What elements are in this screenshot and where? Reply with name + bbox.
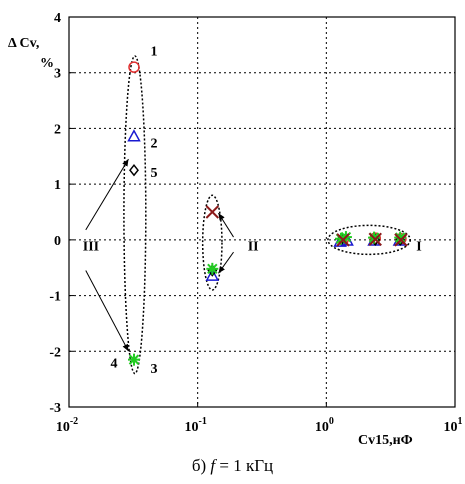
data-point-star: [206, 262, 219, 275]
annotation-arrow: [85, 270, 129, 352]
x-tick-label: 10-1: [184, 416, 206, 435]
figure-caption: б) f = 1 кГц: [0, 456, 465, 476]
x-tick-label: 101: [444, 416, 463, 435]
data-point-x: [205, 205, 220, 219]
annotation-label: III: [83, 239, 99, 254]
y-tick-label: 3: [54, 67, 61, 82]
group-ellipse: [201, 194, 223, 291]
annotation-arrow: [218, 212, 234, 238]
y-tick-label: 4: [54, 11, 61, 26]
caption-prefix: б): [191, 456, 211, 475]
x-axis-label: Cv15,нФ: [358, 433, 413, 448]
annotation-label: 4: [110, 356, 117, 371]
data-point-x: [368, 232, 382, 247]
caption-variable: f: [210, 456, 216, 475]
data-point-triangle: [205, 268, 220, 281]
y-tick-label: -1: [49, 290, 61, 305]
plot-frame: [68, 16, 456, 408]
x-tick-label: 10-2: [56, 416, 78, 435]
data-point-x: [336, 233, 350, 247]
caption-rest: = 1 кГц: [215, 456, 274, 475]
y-tick-label: -2: [49, 345, 61, 360]
data-point-x: [394, 233, 408, 247]
annotation-label: 1: [151, 44, 158, 59]
y-tick-label: 1: [54, 178, 61, 193]
group-ellipse: [123, 55, 147, 375]
data-point-triangle: [127, 129, 141, 142]
data-point-circle: [128, 61, 140, 73]
annotation-label: 3: [151, 362, 158, 377]
y-axis-unit: %: [40, 56, 54, 71]
y-axis-label: Δ Cv,: [8, 36, 39, 51]
y-tick-label: -3: [49, 401, 61, 416]
group-ellipse: [327, 224, 412, 256]
y-tick-label: 0: [54, 234, 61, 249]
annotation-label: 5: [151, 166, 158, 181]
annotation-arrow: [85, 158, 129, 231]
data-point-star: [127, 353, 140, 366]
annotation-label: 2: [151, 136, 158, 151]
annotation-arrow: [218, 251, 234, 274]
annotation-label: I: [416, 239, 421, 254]
data-point-diamond: [129, 164, 139, 177]
annotation-label: II: [248, 239, 259, 254]
y-tick-label: 2: [54, 122, 61, 137]
x-tick-label: 100: [315, 416, 334, 435]
